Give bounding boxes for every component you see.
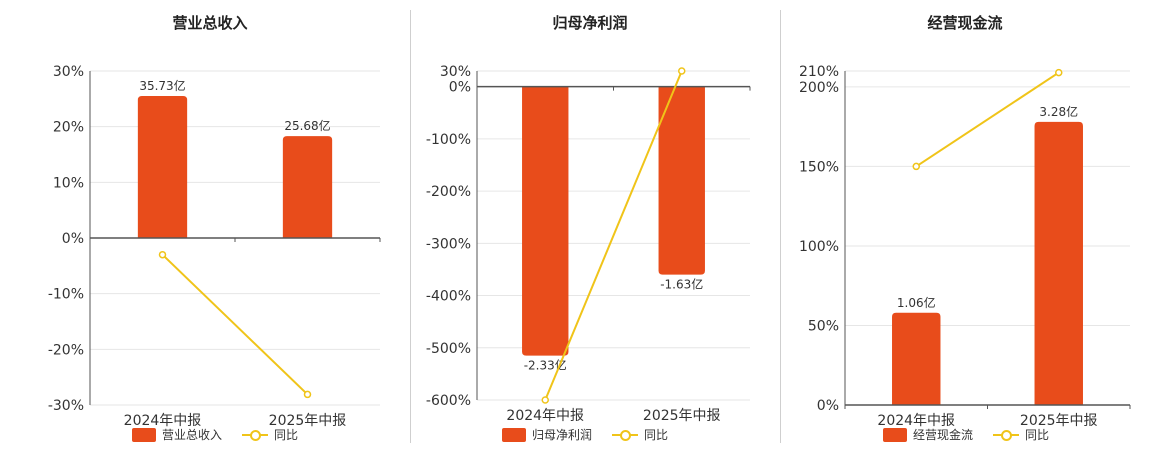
bar — [522, 86, 569, 356]
legend-bar-swatch — [883, 427, 907, 442]
y-tick-label: 210% — [799, 64, 839, 80]
yoy-point — [158, 250, 167, 259]
y-tick-label: -100% — [426, 132, 471, 148]
panel-divider — [780, 10, 781, 443]
legend-bar-swatch — [132, 427, 156, 442]
panel-divider — [410, 10, 411, 443]
bar — [282, 136, 333, 238]
bar — [892, 312, 941, 405]
bar-data-label: -1.63亿 — [660, 277, 703, 292]
x-tick-label: 2024年中报 — [877, 413, 955, 429]
legend-bar-swatch — [502, 427, 526, 442]
legend-line-label: 同比 — [644, 428, 669, 442]
yoy-line — [544, 70, 683, 401]
bar-data-label: 3.28亿 — [1039, 104, 1078, 119]
legend-line-label: 同比 — [1025, 428, 1050, 442]
legend-line-swatch — [993, 428, 1020, 442]
bar — [658, 86, 705, 275]
bar-data-label: -2.33亿 — [524, 358, 567, 373]
legend-line-swatch — [242, 428, 269, 442]
legend: 经营现金流 同比 — [883, 426, 1049, 443]
y-tick-label: 30% — [440, 64, 471, 80]
bar — [137, 96, 188, 238]
y-tick-label: 30% — [53, 64, 84, 80]
chart-panel-cash-flow: 经营现金流 210% 200% 150% 100% 50% 0% 1.06亿 3.28亿 202… — [775, 0, 1155, 450]
legend-bar-label: 归母净利润 — [532, 428, 593, 442]
chart-revenue: 30% 20% 10% 0% -10% -20% -30% 35.73亿 25.68亿 2024年… — [48, 64, 381, 429]
y-tick-label: -200% — [426, 184, 471, 200]
chart-net-profit: 30%0% -100% -200% -300% -400% -500% -600% -2.33… — [426, 64, 751, 424]
y-tick-label: -400% — [426, 289, 471, 305]
x-tick-label: 2024年中报 — [124, 413, 202, 429]
y-tick-label: -20% — [48, 342, 84, 358]
yoy-point — [678, 67, 686, 75]
y-tick-label: 10% — [53, 175, 84, 191]
legend: 归母净利润 同比 — [502, 426, 668, 443]
yoy-point — [303, 390, 312, 399]
chart-title: 归母净利润 — [552, 14, 628, 32]
y-tick-label: -500% — [426, 341, 471, 357]
yoy-point — [541, 396, 549, 404]
chart-title: 经营现金流 — [927, 14, 1003, 32]
x-tick-label: 2024年中报 — [506, 408, 584, 424]
y-tick-label: 100% — [799, 239, 839, 255]
y-tick-label: -600% — [426, 393, 471, 409]
yoy-line — [915, 71, 1060, 168]
x-tick-label: 2025年中报 — [643, 408, 721, 424]
y-tick-label: 0% — [817, 398, 839, 414]
yoy-point — [1055, 68, 1063, 77]
y-tick-label: 200% — [799, 80, 839, 96]
y-tick-label: 50% — [808, 318, 839, 334]
bar-data-label: 1.06亿 — [897, 295, 936, 310]
legend-line-label: 同比 — [274, 428, 299, 442]
legend-bar-label: 经营现金流 — [913, 428, 974, 442]
chart-cash-flow: 210%200% 150% 100% 50% 0% 1.06亿 3.28亿 2024年中报 20… — [799, 64, 1131, 429]
bar-data-label: 25.68亿 — [284, 118, 330, 133]
y-tick-label: 20% — [53, 120, 84, 136]
bar — [1034, 121, 1083, 406]
legend-line-swatch — [612, 428, 639, 442]
y-tick-label: -30% — [48, 398, 84, 414]
y-tick-label: 0% — [62, 231, 84, 247]
y-tick-label: -300% — [426, 236, 471, 252]
y-tick-label: -10% — [48, 287, 84, 303]
bar-data-label: 35.73亿 — [139, 78, 185, 93]
x-tick-label: 2025年中报 — [1020, 413, 1098, 429]
yoy-line — [161, 253, 309, 396]
x-tick-label: 2025年中报 — [269, 413, 347, 429]
y-tick-label: 150% — [799, 159, 839, 175]
legend-bar-label: 营业总收入 — [162, 428, 223, 442]
chart-panel-revenue: 营业总收入 30% 20% 10% 0% -10% -20% -30% 35.73亿 25.68… — [20, 0, 400, 450]
chart-panel-net-profit: 归母净利润 30% 0% -100% -200% -300% -400% -500% -600… — [400, 0, 780, 450]
y-tick-label: 0% — [449, 80, 471, 96]
chart-title: 营业总收入 — [172, 14, 248, 32]
legend: 营业总收入 同比 — [132, 426, 298, 443]
yoy-point — [912, 162, 920, 171]
